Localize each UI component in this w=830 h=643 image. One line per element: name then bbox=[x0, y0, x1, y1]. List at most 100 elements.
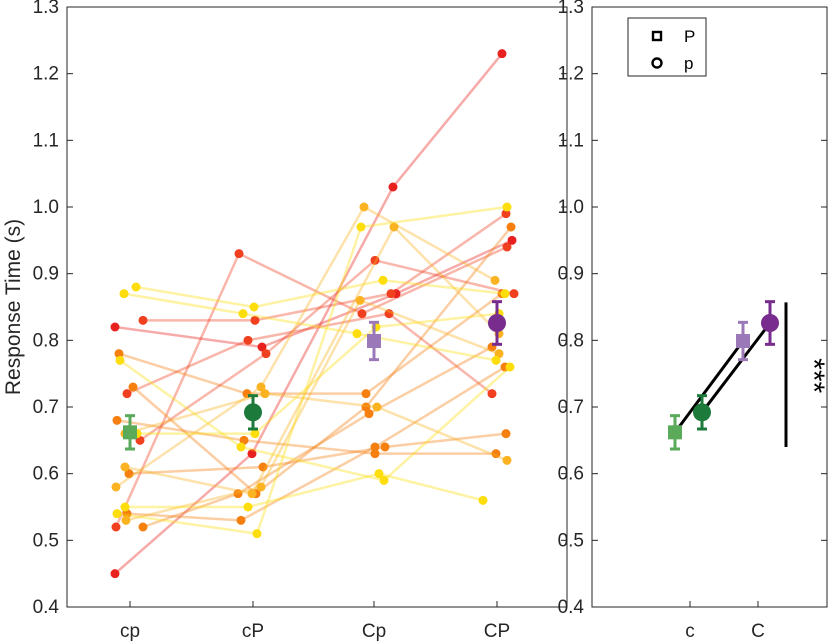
subject-point bbox=[355, 295, 365, 305]
subject-point bbox=[119, 289, 129, 299]
subject-line bbox=[139, 258, 515, 442]
subject-point bbox=[238, 309, 248, 319]
left-ytick-label: 0.9 bbox=[33, 264, 59, 285]
subject-point bbox=[114, 349, 124, 359]
mean-cp-marker-square bbox=[123, 425, 137, 440]
subject-point bbox=[386, 289, 396, 299]
left-means-group bbox=[123, 300, 506, 451]
right-ytick-label: 1.3 bbox=[558, 0, 584, 18]
subject-point bbox=[502, 202, 512, 212]
right-xtick-label: c bbox=[685, 621, 695, 642]
left-xtick-label: CP bbox=[484, 621, 510, 642]
legend-marker-square bbox=[651, 30, 663, 42]
subject-point bbox=[112, 509, 122, 519]
subject-line bbox=[126, 312, 493, 395]
subject-point bbox=[120, 502, 130, 512]
right-ytick-label: 0.5 bbox=[558, 530, 584, 551]
mean-CP-marker-circle bbox=[488, 314, 506, 332]
right-ytick-label: 1.0 bbox=[558, 197, 584, 218]
subject-point bbox=[356, 222, 366, 232]
legend-label: p bbox=[684, 54, 693, 73]
legend-label: P bbox=[684, 27, 695, 46]
left-ytick-label: 0.4 bbox=[33, 597, 60, 618]
subject-line bbox=[123, 292, 497, 362]
left-ytick-label: 1.2 bbox=[33, 64, 59, 85]
subject-point bbox=[122, 389, 132, 399]
subject-point bbox=[243, 502, 253, 512]
subject-line bbox=[132, 226, 512, 496]
subject-point bbox=[487, 389, 497, 399]
subject-line bbox=[116, 419, 496, 455]
subject-line bbox=[125, 472, 484, 509]
subject-point bbox=[509, 289, 519, 299]
subject-lines-group bbox=[110, 49, 519, 579]
subject-point bbox=[250, 315, 260, 325]
subject-point bbox=[490, 275, 500, 285]
subject-line bbox=[143, 212, 507, 322]
subject-point bbox=[247, 449, 257, 459]
subject-line bbox=[128, 432, 507, 475]
subject-point bbox=[370, 442, 380, 452]
subject-point bbox=[359, 202, 369, 212]
subject-point bbox=[506, 222, 516, 232]
subject-line bbox=[116, 205, 508, 536]
subject-line bbox=[124, 392, 508, 462]
subject-point bbox=[374, 469, 384, 479]
subject-point bbox=[505, 362, 515, 372]
right-series-group bbox=[668, 300, 779, 451]
left-ytick-label: 0.6 bbox=[33, 464, 59, 485]
left-ytick-label: 1.1 bbox=[33, 130, 59, 151]
left-ytick-label: 0.7 bbox=[33, 397, 59, 418]
subject-line bbox=[118, 292, 503, 395]
left-y-axis-label: Response Time (s) bbox=[2, 219, 25, 395]
subject-point bbox=[357, 309, 367, 319]
series-P-C-marker-square bbox=[736, 334, 750, 348]
subject-point bbox=[131, 282, 141, 292]
subject-point bbox=[249, 302, 259, 312]
subject-point bbox=[501, 429, 511, 439]
subject-point bbox=[370, 449, 380, 459]
subject-point bbox=[507, 235, 517, 245]
subject-point bbox=[252, 529, 262, 539]
subject-point bbox=[243, 335, 253, 345]
subject-point bbox=[388, 182, 398, 192]
subject-point bbox=[256, 482, 266, 492]
subject-line bbox=[125, 298, 500, 522]
right-ytick-label: 0.9 bbox=[558, 264, 584, 285]
subject-point bbox=[389, 222, 399, 232]
subject-line bbox=[114, 245, 508, 528]
subject-point bbox=[247, 489, 257, 499]
subject-point bbox=[370, 255, 380, 265]
subject-point bbox=[138, 522, 148, 532]
subject-point bbox=[138, 315, 148, 325]
subject-point bbox=[121, 515, 131, 525]
series-P-c-marker-square bbox=[668, 425, 682, 440]
left-xtick-label: cP bbox=[242, 621, 264, 642]
legend-box bbox=[627, 17, 707, 77]
left-panel-frame bbox=[66, 6, 568, 608]
subject-point bbox=[110, 322, 120, 332]
subject-point bbox=[378, 275, 388, 285]
subject-point bbox=[502, 455, 512, 465]
left-ytick-label: 0.8 bbox=[33, 330, 59, 351]
subject-point bbox=[384, 309, 394, 319]
subject-point bbox=[478, 495, 488, 505]
mean-cP-marker-circle bbox=[244, 403, 262, 422]
subject-point bbox=[111, 522, 121, 532]
series-line-p bbox=[700, 322, 772, 414]
subject-point bbox=[120, 462, 130, 472]
subject-line bbox=[115, 205, 496, 489]
right-ytick-label: 0.4 bbox=[558, 597, 585, 618]
subject-point bbox=[380, 442, 390, 452]
subject-line bbox=[119, 359, 511, 482]
legend: Pp bbox=[627, 17, 707, 77]
subject-point bbox=[257, 342, 267, 352]
series-p-C-marker-circle bbox=[761, 314, 779, 332]
subject-point bbox=[236, 442, 246, 452]
subject-point bbox=[502, 242, 512, 252]
subject-point bbox=[501, 209, 511, 219]
subject-point bbox=[364, 409, 374, 419]
subject-line bbox=[114, 239, 513, 349]
left-xtick-label: cp bbox=[120, 621, 140, 642]
